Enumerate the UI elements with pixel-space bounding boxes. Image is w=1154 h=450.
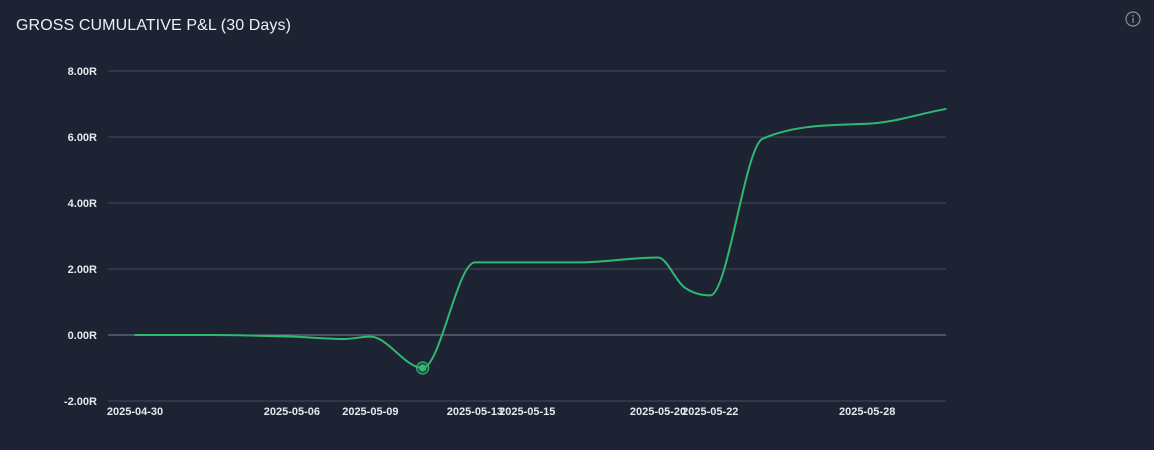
- y-tick-label: 8.00R: [68, 66, 97, 78]
- x-tick-label: 2025-05-13: [447, 406, 503, 418]
- x-tick-label: 2025-05-15: [499, 406, 555, 418]
- data-points: [416, 361, 430, 375]
- x-tick-label: 2025-05-06: [264, 406, 320, 418]
- x-tick-label: 2025-05-28: [839, 406, 895, 418]
- x-tick-label: 2025-05-20: [630, 406, 686, 418]
- x-tick-label: 2025-05-09: [342, 406, 398, 418]
- x-axis-tick-labels: 2025-04-30 2025-05-06 2025-05-09 2025-05-13…: [107, 406, 895, 418]
- highlighted-point[interactable]: [419, 364, 427, 372]
- y-tick-label: 2.00R: [68, 264, 97, 276]
- chart-title: GROSS CUMULATIVE P&L (30 Days): [16, 17, 292, 34]
- y-tick-label: 6.00R: [68, 132, 97, 144]
- y-tick-label: 4.00R: [68, 198, 97, 210]
- grid-lines: [108, 70, 946, 402]
- y-tick-label: 0.00R: [68, 330, 97, 342]
- x-tick-label: 2025-05-22: [682, 406, 738, 418]
- x-tick-label: 2025-04-30: [107, 406, 163, 418]
- y-tick-label: -2.00R: [64, 396, 97, 408]
- info-icon[interactable]: [1125, 11, 1141, 27]
- series-line: [134, 107, 947, 369]
- y-axis-tick-labels: 8.00R 6.00R 4.00R 2.00R 0.00R -2.00R: [64, 66, 97, 408]
